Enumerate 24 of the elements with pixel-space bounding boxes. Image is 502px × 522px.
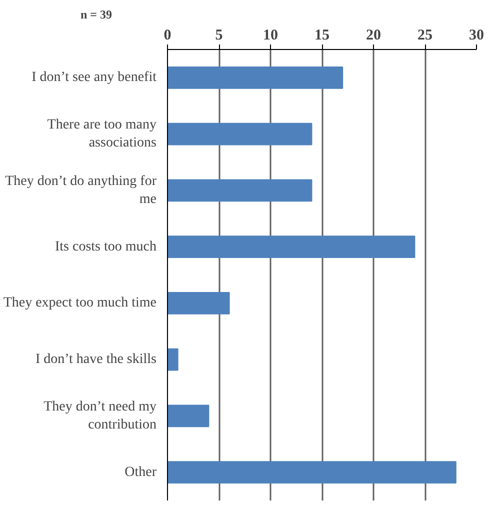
bar [168,236,416,258]
y-tick-label: Other [124,464,157,480]
x-tick-label: 10 [263,28,278,44]
y-tick-label: I don’t see any benefit [32,70,157,86]
bar [168,461,456,484]
x-tick-label: 15 [314,28,330,44]
x-tick-label: 25 [418,28,432,44]
text: n = 39 [80,8,112,22]
x-tick-label: 30 [469,28,484,44]
x-tick-label: 5 [215,28,223,44]
y-tick-label: There are too many associations [47,118,157,151]
bar [168,122,312,146]
bar [168,66,344,89]
bar [168,348,178,371]
bar [168,292,230,314]
y-tick-label: They don’t need my contribution [44,399,157,432]
y-tick-label: Its costs too much [55,239,157,254]
x-tick-label: 0 [164,28,172,44]
bar [168,179,312,202]
x-tick-label: 20 [366,28,381,44]
y-tick-label: They don’t do anything for me [5,174,157,207]
bar [168,404,210,428]
y-tick-label: I don’t have the skills [35,352,157,368]
y-tick-label: They expect too much time [3,296,157,311]
